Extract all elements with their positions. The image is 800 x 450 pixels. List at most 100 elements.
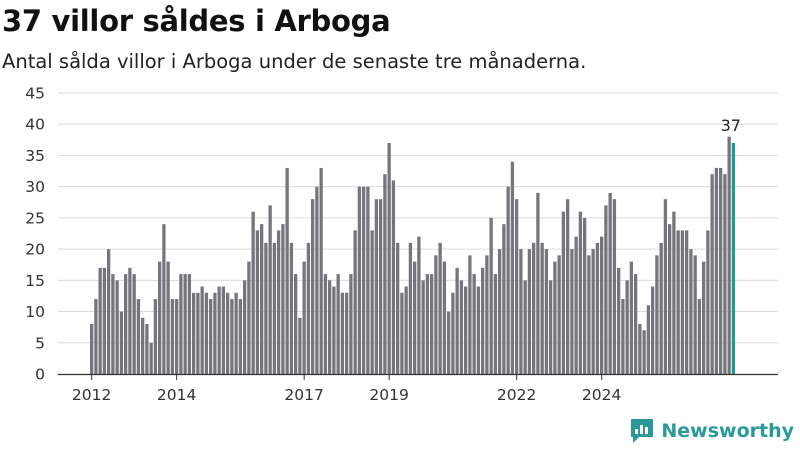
bar <box>468 255 472 374</box>
bar <box>162 224 166 374</box>
bar <box>145 324 149 374</box>
bars <box>90 136 736 374</box>
bar <box>306 242 311 374</box>
bar <box>260 224 264 374</box>
bar <box>663 199 668 374</box>
labels: 0 5 10 15 20 25 30 35 40 45 2012 2014 2017 2019 2022 20… <box>25 85 741 405</box>
y-tick-label: 35 <box>25 147 45 165</box>
bar <box>383 174 387 374</box>
y-tick-label: 15 <box>25 272 45 290</box>
bar <box>706 230 710 374</box>
bar <box>472 274 476 374</box>
bar <box>515 199 519 374</box>
bar <box>714 167 719 374</box>
bar <box>693 255 697 374</box>
bar <box>102 267 107 374</box>
bar <box>353 230 357 374</box>
bar <box>387 142 391 374</box>
bar <box>115 280 119 374</box>
bar <box>689 249 693 374</box>
bar <box>136 299 141 374</box>
bar <box>489 217 493 374</box>
bar <box>668 224 672 374</box>
bar <box>132 274 136 374</box>
bar <box>357 186 362 374</box>
bar <box>149 342 153 374</box>
bar <box>536 192 540 374</box>
x-tick-label: 2012 <box>72 386 111 404</box>
bar <box>187 274 192 374</box>
bar <box>608 192 612 374</box>
axes <box>58 373 778 380</box>
bar <box>438 242 442 374</box>
bar <box>430 274 434 374</box>
bar <box>723 174 727 374</box>
bar <box>311 199 315 374</box>
x-tick-label: 2014 <box>157 386 196 404</box>
bar <box>553 261 557 374</box>
bar <box>362 186 366 374</box>
bar <box>574 236 578 374</box>
bar <box>319 167 323 374</box>
bar <box>226 292 230 374</box>
x-tick-label: 2022 <box>497 386 536 404</box>
bar <box>638 324 642 374</box>
y-tick-label: 0 <box>35 366 45 384</box>
bar <box>527 249 532 374</box>
bar <box>685 230 689 374</box>
bar <box>264 242 268 374</box>
bar <box>209 299 213 374</box>
bar <box>557 255 561 374</box>
bar <box>625 280 629 374</box>
bar <box>476 286 481 374</box>
bar <box>374 199 379 374</box>
bar <box>294 274 298 374</box>
y-tick-label: 10 <box>25 303 45 321</box>
bar <box>192 292 196 374</box>
bar <box>570 249 574 374</box>
bar <box>646 305 651 374</box>
bar <box>289 242 294 374</box>
bar <box>561 211 566 374</box>
bar <box>544 249 549 374</box>
bar <box>591 249 595 374</box>
y-tick-label: 5 <box>35 334 45 352</box>
bar <box>519 249 523 374</box>
bar <box>166 261 170 374</box>
bar <box>612 199 617 374</box>
bar <box>672 211 676 374</box>
bar <box>94 299 98 374</box>
bar <box>578 211 583 374</box>
bar <box>124 274 128 374</box>
bar <box>451 292 455 374</box>
bar <box>464 286 468 374</box>
bar <box>459 280 464 374</box>
y-tick-label: 20 <box>25 241 45 259</box>
newsworthy-logo-icon <box>631 419 654 443</box>
bar <box>268 205 272 374</box>
bar <box>200 286 204 374</box>
bar <box>243 280 247 374</box>
bar <box>413 261 417 374</box>
bar <box>642 330 646 374</box>
bar <box>349 274 353 374</box>
bar <box>532 242 536 374</box>
bar <box>107 249 111 374</box>
bar <box>323 274 328 374</box>
bar <box>566 199 570 374</box>
bar <box>396 242 400 374</box>
bar <box>719 167 723 374</box>
x-tick-label: 2019 <box>369 386 408 404</box>
bar <box>277 230 281 374</box>
bar <box>583 217 587 374</box>
bar <box>404 286 408 374</box>
bar <box>498 249 502 374</box>
bar <box>230 299 234 374</box>
bar <box>485 255 489 374</box>
bar <box>153 299 158 374</box>
bar <box>727 136 731 374</box>
bar <box>366 186 370 374</box>
bar <box>196 292 200 374</box>
bar <box>434 255 438 374</box>
